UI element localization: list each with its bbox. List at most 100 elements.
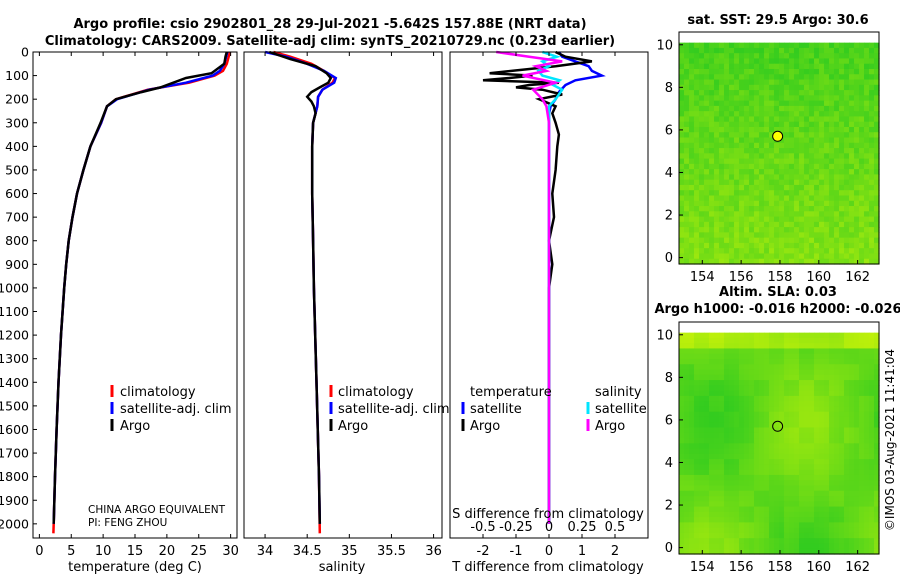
map-cell (774, 163, 780, 170)
map-cell (699, 111, 705, 118)
map-cell (844, 380, 850, 386)
map-cell (844, 374, 850, 381)
map-cell (764, 148, 770, 154)
map-cell (764, 401, 770, 408)
map-cell (859, 506, 865, 513)
map-cell (849, 464, 855, 471)
map-cell (714, 142, 720, 149)
map-cell (779, 195, 785, 202)
map-cell (824, 506, 830, 513)
map-cell (789, 459, 795, 465)
map-cell (809, 237, 815, 244)
map-cell (784, 395, 790, 402)
map-cell (779, 390, 785, 397)
map-cell (794, 90, 800, 96)
map-cell (754, 490, 760, 497)
map-cell (694, 242, 700, 249)
map-cell (734, 216, 740, 223)
map-cell (719, 195, 725, 202)
map-cell (694, 348, 700, 355)
map-cell (724, 221, 730, 228)
map-cell (869, 190, 875, 197)
map-cell (699, 348, 705, 355)
map-cell (759, 348, 765, 355)
map-cell (714, 200, 720, 207)
map-cell (774, 496, 780, 502)
map-cell (764, 258, 770, 265)
map-cell (864, 169, 870, 175)
map-cell (749, 527, 755, 534)
map-cell (729, 459, 735, 465)
map-cell (824, 337, 830, 344)
map-cell (804, 496, 810, 502)
map-cell (709, 126, 715, 133)
map-cell (799, 358, 805, 365)
differences-line-3 (496, 50, 563, 524)
map-cell (804, 126, 810, 133)
map-cell (734, 84, 740, 91)
map-cell (799, 200, 805, 207)
map-cell (684, 74, 690, 81)
map-cell (754, 74, 760, 81)
map-cell (834, 548, 840, 555)
map-cell (874, 480, 880, 487)
map-cell (829, 443, 835, 450)
map-cell (869, 137, 875, 144)
map-cell (764, 153, 770, 160)
map-cell (849, 190, 855, 197)
map-cell (864, 84, 870, 91)
map-cell (704, 527, 710, 534)
map-cell (829, 53, 835, 60)
map-cell (834, 385, 840, 392)
map-cell (684, 538, 690, 545)
map-cell (759, 163, 765, 170)
map-cell (849, 137, 855, 144)
map-cell (749, 448, 755, 455)
map-cell (869, 95, 875, 102)
map-cell (849, 406, 855, 413)
map-cell (679, 74, 685, 81)
map-cell (864, 90, 870, 96)
map-cell (714, 53, 720, 60)
map-cell (829, 211, 835, 218)
map-cell (709, 132, 715, 139)
map-cell (729, 53, 735, 60)
map-cell (704, 42, 710, 49)
map-cell (744, 111, 750, 118)
map-cell (804, 137, 810, 144)
map-cell (824, 84, 830, 91)
temperature-ytick-label-0: 0 (21, 45, 29, 60)
map-cell (859, 184, 865, 191)
map-cell (809, 74, 815, 81)
map-cell (829, 227, 835, 233)
map-cell (789, 84, 795, 91)
map-cell (754, 474, 760, 481)
map-cell (719, 58, 725, 65)
map-cell (834, 169, 840, 175)
map-cell (814, 464, 820, 471)
map-cell (749, 158, 755, 165)
map-cell (694, 469, 700, 476)
map-cell (714, 385, 720, 392)
map-cell (869, 179, 875, 186)
map-cell (859, 63, 865, 70)
map-cell (829, 253, 835, 260)
map-cell (729, 464, 735, 471)
map-cell (854, 496, 860, 502)
map-cell (764, 42, 770, 49)
map-cell (759, 126, 765, 133)
map-cell (719, 153, 725, 160)
map-cell (749, 200, 755, 207)
map-cell (854, 422, 860, 429)
map-cell (744, 121, 750, 128)
map-cell (814, 100, 820, 107)
map-cell (779, 480, 785, 487)
map-cell (679, 474, 685, 481)
map-cell (724, 395, 730, 402)
map-cell (789, 121, 795, 128)
map-cell (844, 343, 850, 350)
map-cell (704, 95, 710, 102)
map-cell (789, 132, 795, 139)
map-cell (819, 474, 825, 481)
map-cell (859, 432, 865, 439)
